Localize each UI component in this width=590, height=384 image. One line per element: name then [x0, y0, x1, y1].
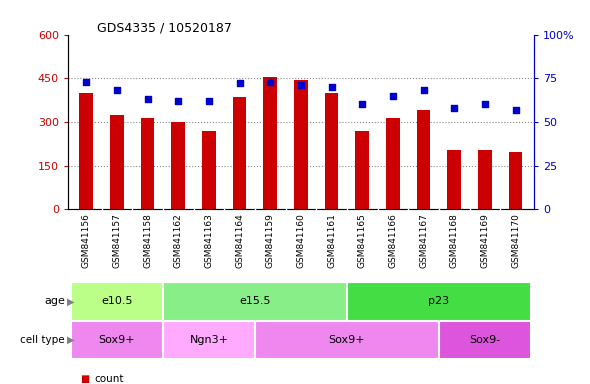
Text: ■: ■ — [80, 374, 89, 384]
Bar — [263, 77, 277, 209]
Text: GSM841168: GSM841168 — [450, 213, 458, 268]
Bar — [71, 282, 163, 321]
Point — [235, 80, 244, 86]
Text: GSM841162: GSM841162 — [173, 213, 183, 268]
Text: Ngn3+: Ngn3+ — [189, 335, 228, 345]
Text: GSM841165: GSM841165 — [358, 213, 367, 268]
Text: GSM841156: GSM841156 — [82, 213, 91, 268]
Point — [450, 105, 459, 111]
Bar — [417, 110, 431, 209]
Point — [266, 79, 275, 85]
Bar — [386, 118, 400, 209]
Text: e15.5: e15.5 — [239, 296, 271, 306]
Point — [327, 84, 336, 90]
Text: GDS4335 / 10520187: GDS4335 / 10520187 — [97, 21, 232, 34]
Text: count: count — [94, 374, 124, 384]
Bar — [232, 97, 247, 209]
Point — [388, 93, 398, 99]
Text: age: age — [44, 296, 65, 306]
Text: GSM841161: GSM841161 — [327, 213, 336, 268]
Text: GSM841160: GSM841160 — [296, 213, 306, 268]
Text: p23: p23 — [428, 296, 450, 306]
Bar — [324, 93, 339, 209]
Text: GSM841169: GSM841169 — [480, 213, 489, 268]
Text: GSM841166: GSM841166 — [388, 213, 398, 268]
Point — [511, 107, 520, 113]
Bar — [447, 150, 461, 209]
Text: GSM841159: GSM841159 — [266, 213, 275, 268]
Bar — [163, 321, 255, 359]
Text: e10.5: e10.5 — [101, 296, 133, 306]
Text: ▶: ▶ — [67, 296, 75, 306]
Bar — [79, 93, 93, 209]
Point — [480, 101, 490, 108]
Bar — [110, 115, 124, 209]
Text: Sox9-: Sox9- — [469, 335, 500, 345]
Text: GSM841167: GSM841167 — [419, 213, 428, 268]
Bar — [355, 131, 369, 209]
Point — [358, 101, 367, 108]
Text: GSM841170: GSM841170 — [511, 213, 520, 268]
Text: GSM841164: GSM841164 — [235, 213, 244, 268]
Point — [419, 88, 428, 94]
Bar — [255, 321, 439, 359]
Point — [296, 82, 306, 88]
Text: ▶: ▶ — [67, 335, 75, 345]
Point — [204, 98, 214, 104]
Text: Sox9+: Sox9+ — [99, 335, 135, 345]
Text: GSM841158: GSM841158 — [143, 213, 152, 268]
Text: GSM841163: GSM841163 — [204, 213, 214, 268]
Point — [173, 98, 183, 104]
Point — [112, 88, 122, 94]
Bar — [509, 152, 523, 209]
Text: cell type: cell type — [20, 335, 65, 345]
Bar — [439, 321, 531, 359]
Point — [143, 96, 152, 102]
Bar — [163, 282, 347, 321]
Bar — [347, 282, 531, 321]
Point — [81, 79, 91, 85]
Bar — [171, 122, 185, 209]
Bar — [71, 321, 163, 359]
Text: GSM841157: GSM841157 — [113, 213, 122, 268]
Bar — [294, 80, 308, 209]
Text: Sox9+: Sox9+ — [329, 335, 365, 345]
Bar — [478, 150, 492, 209]
Bar — [202, 131, 216, 209]
Bar — [140, 118, 155, 209]
